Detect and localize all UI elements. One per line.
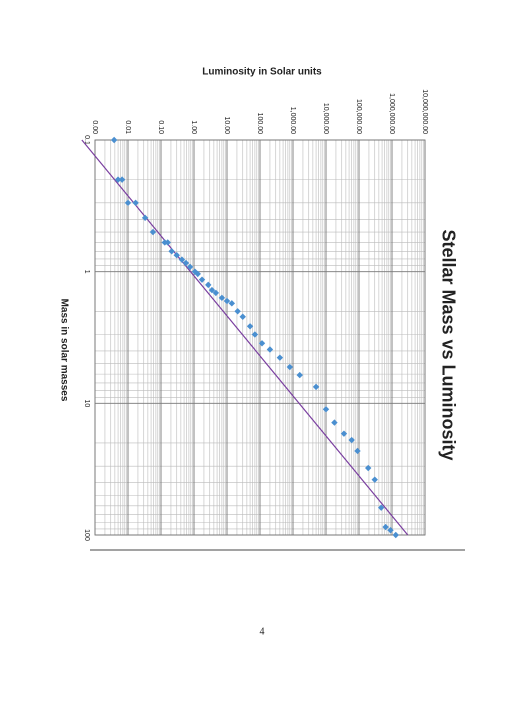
data-point bbox=[296, 371, 303, 379]
x-tick-label: 10 bbox=[83, 399, 90, 407]
x-tick-label: 0.1 bbox=[83, 135, 90, 145]
page-number: 4 bbox=[260, 626, 265, 637]
data-point bbox=[276, 354, 284, 361]
y-tick-label: 10.00 bbox=[223, 116, 230, 134]
y-tick-label: 1,000.00 bbox=[289, 107, 296, 134]
data-point bbox=[191, 268, 199, 275]
data-point bbox=[212, 289, 220, 297]
y-tick-label: 1,000,000.00 bbox=[388, 93, 395, 134]
data-point bbox=[364, 464, 372, 472]
chart-title: Stellar Mass vs Luminosity bbox=[438, 229, 458, 460]
y-tick-label: 10,000.00 bbox=[322, 103, 329, 134]
data-point bbox=[340, 430, 348, 437]
data-point bbox=[228, 300, 236, 307]
trend-line bbox=[81, 139, 409, 536]
data-point bbox=[110, 136, 118, 144]
y-tick-label: 0.00 bbox=[91, 120, 98, 134]
data-point bbox=[371, 476, 378, 483]
data-point bbox=[392, 531, 399, 539]
data-point bbox=[132, 199, 139, 207]
data-point bbox=[331, 419, 338, 426]
y-tick-label: 1.00 bbox=[190, 120, 197, 134]
data-point bbox=[173, 252, 180, 259]
data-point bbox=[322, 406, 330, 413]
data-point bbox=[286, 363, 294, 371]
data-point bbox=[141, 214, 149, 222]
data-point bbox=[348, 436, 355, 444]
data-point bbox=[382, 523, 389, 531]
data-point bbox=[223, 297, 231, 305]
y-tick-label: 100.00 bbox=[256, 113, 263, 135]
data-point bbox=[149, 228, 157, 236]
data-point bbox=[182, 259, 190, 267]
data-point bbox=[205, 281, 212, 289]
data-point bbox=[164, 239, 171, 246]
data-point bbox=[377, 504, 385, 511]
data-point bbox=[312, 383, 320, 391]
y-tick-label: 0.01 bbox=[124, 120, 131, 134]
data-point bbox=[246, 323, 254, 330]
data-point bbox=[239, 313, 246, 320]
data-point bbox=[114, 176, 122, 183]
y-axis-title: Luminosity in Solar units bbox=[202, 67, 322, 78]
data-point bbox=[258, 340, 266, 347]
data-point bbox=[234, 308, 241, 315]
data-point bbox=[266, 346, 274, 353]
data-point bbox=[387, 527, 394, 534]
data-point bbox=[251, 331, 259, 338]
x-axis-title: Mass in solar masses bbox=[58, 299, 69, 402]
data-point bbox=[168, 248, 175, 255]
data-point bbox=[118, 176, 126, 183]
y-tick-label: 100,000.00 bbox=[355, 99, 362, 134]
x-tick-label: 1 bbox=[83, 270, 90, 274]
data-point bbox=[208, 286, 216, 294]
x-tick-label: 100 bbox=[83, 529, 90, 541]
data-point bbox=[178, 256, 186, 263]
data-point bbox=[354, 447, 361, 455]
data-point bbox=[194, 270, 201, 278]
data-point bbox=[124, 199, 132, 207]
data-point bbox=[186, 263, 194, 271]
data-point bbox=[198, 276, 206, 283]
y-tick-label: 0.10 bbox=[157, 120, 164, 134]
data-point bbox=[218, 294, 226, 302]
y-tick-label: 10,000,000.00 bbox=[421, 89, 428, 134]
